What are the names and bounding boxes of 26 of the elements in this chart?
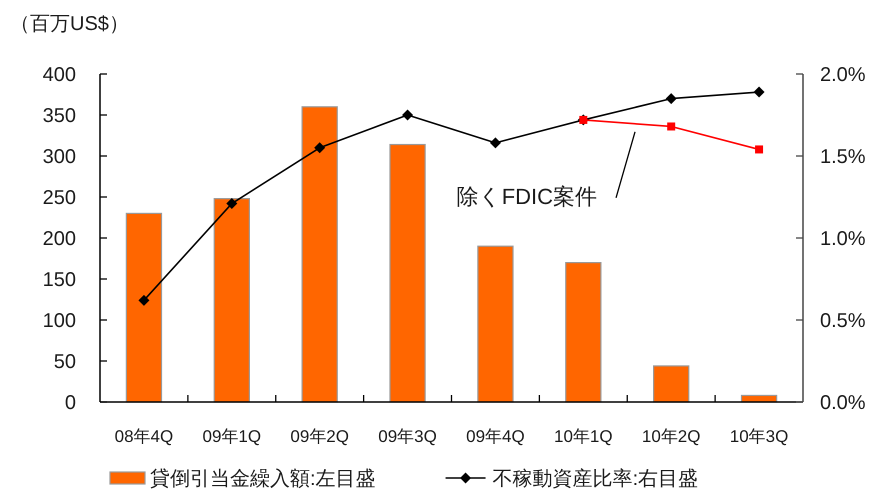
y-tick-label: 200 [42,228,76,250]
y-tick-label: 150 [42,269,76,291]
x-tick-label: 08年4Q [114,427,174,446]
y2-tick-label: 0.5% [820,310,866,332]
x-tick-label: 10年3Q [730,427,788,446]
y2-tick-label: 1.0% [820,228,866,250]
legend-label: 不稼動資産比率:右目盛 [492,468,698,490]
y-tick-label: 0 [64,392,76,414]
y2-tick-label: 0.0% [820,392,866,414]
legend-label: 貸倒引当金繰入額:左目盛 [150,468,376,490]
x-tick-label: 09年4Q [466,427,525,446]
y-tick-label: 250 [42,187,76,209]
y2-tick-label: 2.0% [820,64,866,86]
y-axis-title: （百万US$） [10,13,129,35]
y-tick-label: 50 [54,351,76,373]
y-tick-label: 350 [42,105,76,127]
x-tick-label: 09年1Q [202,427,262,446]
x-tick-label: 10年2Q [642,427,700,446]
x-tick-label: 10年1Q [554,427,613,446]
x-tick-label: 09年3Q [378,427,437,446]
y2-tick-label: 1.5% [820,146,866,168]
y-tick-label: 300 [42,146,76,168]
y-tick-label: 400 [42,64,76,86]
series-label: 除くFDIC案件 [456,184,598,209]
y-tick-label: 100 [42,310,76,332]
x-tick-label: 09年2Q [290,427,349,446]
